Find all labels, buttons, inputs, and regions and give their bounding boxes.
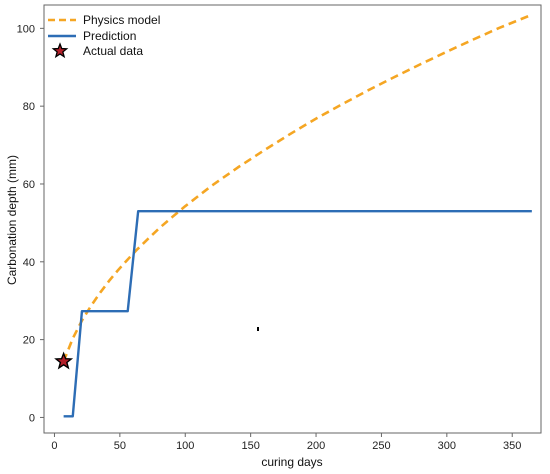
actual-data-star <box>54 351 74 370</box>
y-tick-label: 20 <box>23 335 35 347</box>
legend-entry: Actual data <box>51 42 143 59</box>
x-tick-label: 250 <box>372 440 390 452</box>
x-tick-label: 100 <box>176 440 194 452</box>
legend-label: Physics model <box>83 13 160 27</box>
legend-entry: Prediction <box>48 29 136 43</box>
y-axis-label: Carbonation depth (mm) <box>5 155 19 285</box>
x-axis-ticks: 0 50 100 150 200 250 300 350 <box>51 433 521 452</box>
x-tick-label: 150 <box>241 440 259 452</box>
x-tick-label: 50 <box>114 440 126 452</box>
series-layer <box>54 13 533 418</box>
physics-model-line <box>62 13 533 362</box>
x-tick-label: 0 <box>51 440 57 452</box>
legend-label: Prediction <box>83 29 136 43</box>
y-tick-label: 60 <box>23 179 35 191</box>
x-axis-label: curing days <box>261 455 322 469</box>
y-axis-ticks: 0 20 40 60 80 100 <box>17 23 44 424</box>
x-tick-label: 300 <box>438 440 456 452</box>
y-tick-label: 80 <box>23 101 35 113</box>
y-tick-label: 100 <box>17 23 35 35</box>
y-tick-label: 0 <box>29 412 35 424</box>
x-tick-label: 200 <box>307 440 325 452</box>
legend-label: Actual data <box>83 44 143 58</box>
stray-mark <box>257 327 259 331</box>
legend-star-swatch <box>51 42 69 59</box>
prediction-line <box>63 210 532 418</box>
legend-entry: Physics model <box>48 13 160 27</box>
plot-area <box>43 4 542 434</box>
x-tick-label: 350 <box>503 440 521 452</box>
y-tick-label: 40 <box>23 257 35 269</box>
